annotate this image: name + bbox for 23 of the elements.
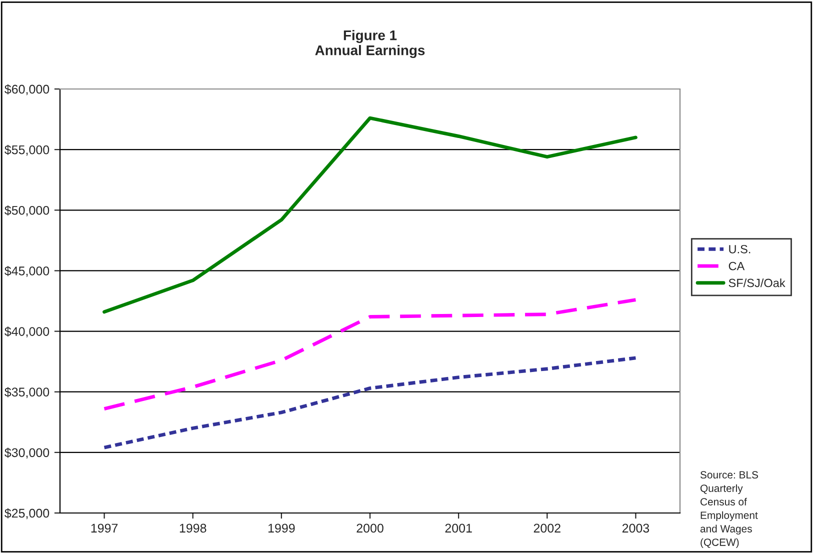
y-tick-label: $35,000 [4,387,50,398]
x-tick-label: 2001 [445,524,472,533]
y-tick-label: $45,000 [4,266,50,277]
legend-label: SF/SJ/Oak [728,278,786,288]
y-tick-label: $50,000 [4,205,50,216]
line-series [102,356,638,450]
x-tick-label: 1998 [180,524,206,533]
x-tick-label: 2003 [622,524,650,533]
y-tick-label: $40,000 [4,326,50,338]
y-tick-label: $30,000 [4,448,50,459]
line-series [102,116,638,314]
x-tick-label: 2000 [356,524,384,533]
chart-title: Figure 1 Annual Earnings [315,30,425,58]
y-tick-label: $55,000 [4,144,50,156]
legend-label: CA [728,262,745,270]
x-tick-label: 1997 [91,524,118,533]
x-tick-label: 1999 [268,524,295,533]
line-series [102,298,638,411]
x-tick-label: 2002 [534,524,560,533]
y-tick-label: $60,000 [4,84,50,96]
y-tick-label: $25,000 [4,508,50,520]
source-note: Source: BLS Quarterly Census of Employment and Wages (QCEW) [700,471,758,548]
legend-label: U.S. [729,244,750,254]
